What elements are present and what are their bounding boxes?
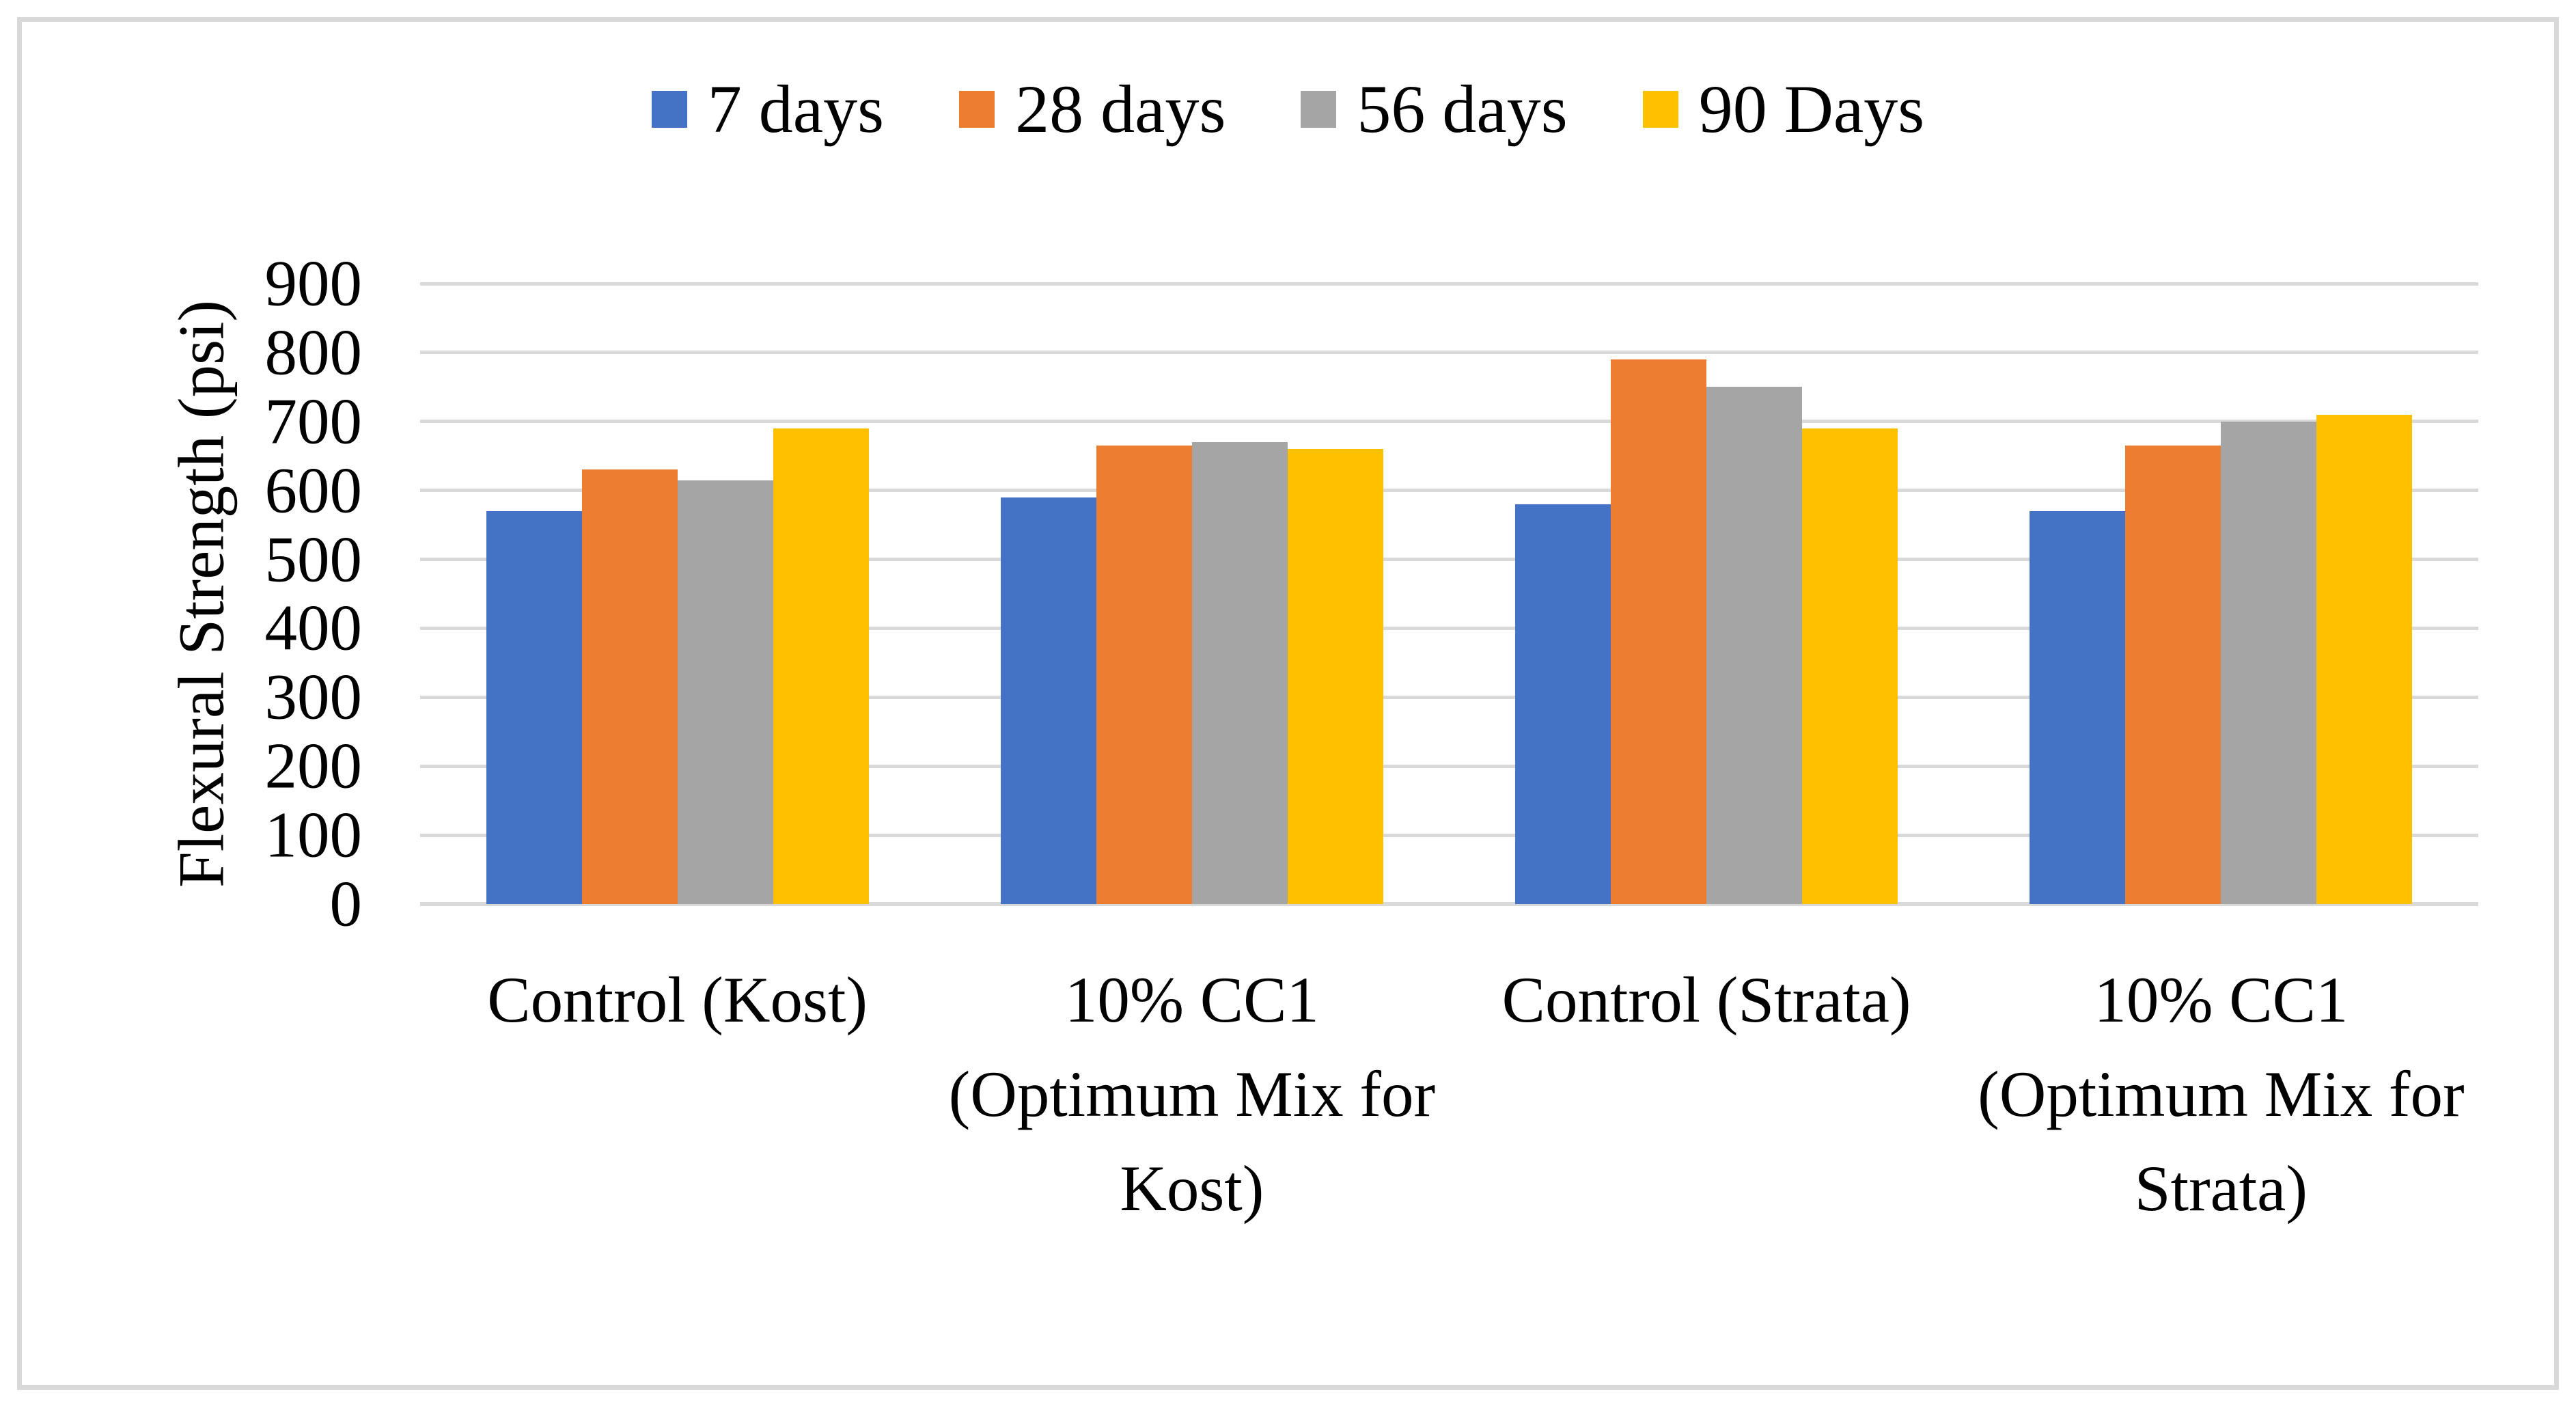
bar-7-days-cat4 [2030,510,2126,904]
gridline [420,626,2478,630]
legend-item-7-days: 7 days [651,71,885,147]
legend-label: 7 days [707,71,885,147]
gridline [420,833,2478,837]
legend-swatch-icon [1642,91,1678,128]
x-axis-line [420,902,2478,906]
y-tick-label: 800 [264,316,363,389]
legend-swatch-icon [1301,91,1337,128]
legend-swatch-icon [959,91,995,128]
y-tick-label: 700 [264,385,363,458]
y-tick-label: 200 [264,729,363,802]
y-tick-label: 600 [264,454,363,527]
bar-28-days-cat2 [1096,446,1192,904]
y-tick-label: 500 [264,523,363,596]
bar-7-days-cat1 [486,510,582,904]
bar-7-days-cat3 [1515,504,1611,904]
y-tick-label: 0 [329,867,363,940]
bar-28-days-cat1 [581,469,678,904]
bar-56-days-cat4 [2221,421,2317,904]
bar-90-days-cat3 [1802,428,1898,904]
bar-90-days-cat4 [2316,414,2413,904]
x-category-label: Control (Kost) [487,964,868,1036]
x-category-label: 10% CC1 (Optimum Mix for Kost) [948,964,1436,1225]
gridline [420,489,2478,493]
gridline [420,558,2478,562]
y-tick-label: 400 [264,591,363,664]
figure-border [17,17,2559,1390]
y-tick-label: 100 [264,798,363,871]
gridline [420,764,2478,768]
legend: 7 days 28 days 56 days 90 Days [0,65,2576,154]
bar-56-days-cat1 [677,480,773,904]
x-category-label: Control (Strata) [1501,964,1911,1036]
bar-56-days-cat3 [1706,387,1803,904]
bar-90-days-cat2 [1287,449,1383,904]
y-tick-label: 900 [264,247,363,320]
gridline [420,420,2478,424]
gridline [420,695,2478,699]
gridline [420,282,2478,286]
legend-swatch-icon [651,91,687,128]
gridline [420,351,2478,355]
legend-item-28-days: 28 days [959,75,1225,144]
bar-56-days-cat2 [1191,442,1288,904]
legend-item-90-days: 90 Days [1642,71,1925,147]
legend-label: 28 days [1015,71,1226,147]
bar-7-days-cat2 [1000,497,1096,904]
legend-label: 90 Days [1698,71,1925,147]
bar-28-days-cat3 [1611,359,1707,904]
bar-28-days-cat4 [2125,446,2221,904]
y-tick-label: 300 [264,660,363,733]
bar-90-days-cat1 [773,428,869,904]
legend-item-56-days: 56 days [1301,71,1568,147]
y-axis-title: Flexural Strength (psi) [165,299,238,888]
legend-label: 56 days [1357,71,1568,147]
x-category-label: 10% CC1 (Optimum Mix for Strata) [1978,964,2465,1225]
